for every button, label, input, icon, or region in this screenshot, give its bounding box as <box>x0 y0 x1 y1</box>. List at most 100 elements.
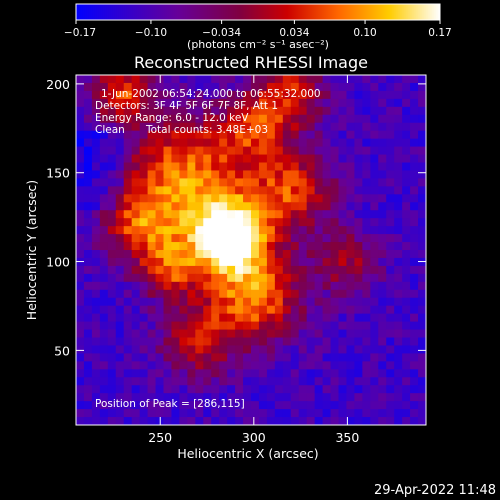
heatmap-cell <box>282 242 292 251</box>
heatmap-cell <box>266 154 276 164</box>
heatmap-cell <box>163 202 173 211</box>
heatmap-cell <box>76 154 85 164</box>
heatmap-cell <box>139 369 149 378</box>
heatmap-cell <box>298 417 308 425</box>
heatmap-cell <box>274 178 284 187</box>
heatmap-cell <box>131 98 141 108</box>
heatmap-cell <box>314 122 324 132</box>
heatmap-cell <box>147 337 157 347</box>
heatmap-cell <box>107 313 117 323</box>
heatmap-cell <box>394 353 403 362</box>
heatmap-cell <box>155 289 165 299</box>
heatmap-cell <box>314 194 324 203</box>
heatmap-cell <box>402 98 411 108</box>
heatmap-cell <box>107 297 117 307</box>
heatmap-cell <box>107 353 117 362</box>
annotation-time-range: 1-Jun-2002 06:54:24.000 to 06:55:32.000 <box>101 88 321 100</box>
heatmap-cell <box>370 194 379 203</box>
heatmap-cell <box>290 273 300 283</box>
heatmap-cell <box>306 297 316 307</box>
heatmap-cell <box>179 234 188 243</box>
heatmap-cell <box>402 242 411 251</box>
heatmap-cell <box>322 401 332 410</box>
heatmap-cell <box>346 98 355 108</box>
heatmap-cell <box>274 146 284 156</box>
heatmap-cell <box>274 122 284 132</box>
heatmap-cell <box>418 377 426 386</box>
heatmap-cell <box>330 321 340 331</box>
heatmap-cell <box>266 401 276 410</box>
heatmap-cell <box>139 337 149 347</box>
heatmap-cell <box>378 106 387 116</box>
heatmap-cell <box>258 289 268 299</box>
heatmap-cell <box>195 393 204 402</box>
heatmap-cell <box>147 218 157 227</box>
heatmap-cell <box>298 146 308 156</box>
heatmap-cell <box>394 106 403 116</box>
heatmap-cell <box>115 122 125 132</box>
heatmap-cell <box>211 234 220 243</box>
heatmap-cell <box>362 138 371 148</box>
heatmap-cell <box>322 90 332 100</box>
heatmap-cell <box>370 162 379 172</box>
heatmap-cell <box>203 146 212 156</box>
heatmap-cell <box>203 353 212 362</box>
heatmap-cell <box>394 250 403 259</box>
heatmap-cell <box>386 250 395 259</box>
heatmap-cell <box>282 186 292 195</box>
heatmap-cell <box>243 226 252 235</box>
heatmap-cell <box>243 98 252 108</box>
heatmap-cell <box>139 186 149 195</box>
heatmap-cell <box>266 186 276 195</box>
heatmap-cell <box>338 114 348 124</box>
heatmap-cell <box>306 234 316 243</box>
heatmap-cell <box>243 202 252 211</box>
heatmap-cell <box>322 417 332 425</box>
heatmap-cell <box>410 114 419 124</box>
heatmap-cell <box>378 186 387 195</box>
heatmap-cell <box>290 289 300 299</box>
heatmap-cell <box>370 75 379 84</box>
heatmap-cell <box>227 114 236 124</box>
heatmap-cell <box>139 257 149 267</box>
heatmap-cell <box>266 337 276 347</box>
heatmap-cell <box>386 313 395 323</box>
heatmap-cell <box>418 385 426 394</box>
heatmap-cell <box>99 289 109 299</box>
heatmap-cell <box>418 417 426 425</box>
heatmap-cell <box>219 305 228 315</box>
heatmap-cell <box>107 257 117 267</box>
heatmap-cell <box>115 265 125 275</box>
heatmap-cell <box>378 345 387 354</box>
heatmap-cell <box>402 226 411 235</box>
heatmap-cell <box>394 377 403 386</box>
heatmap-cell <box>322 234 332 243</box>
heatmap-cell <box>322 194 332 203</box>
heatmap-cell <box>258 194 268 203</box>
heatmap-cell <box>115 98 125 108</box>
heatmap-cell <box>195 226 204 235</box>
heatmap-cell <box>402 401 411 410</box>
heatmap-cell <box>91 218 101 227</box>
heatmap-cell <box>290 377 300 386</box>
heatmap-cell <box>139 98 149 108</box>
heatmap-cell <box>235 369 244 378</box>
heatmap-cell <box>131 417 141 425</box>
heatmap-cell <box>378 289 387 299</box>
heatmap-cell <box>338 90 348 100</box>
heatmap-cell <box>394 321 403 331</box>
heatmap-cell <box>322 273 332 283</box>
heatmap-cell <box>243 273 252 283</box>
heatmap-cell <box>386 226 395 235</box>
heatmap-cell <box>282 289 292 299</box>
heatmap-cell <box>179 178 188 187</box>
heatmap-cell <box>386 257 395 267</box>
heatmap-cell <box>211 385 220 394</box>
heatmap-cell <box>330 202 340 211</box>
heatmap-cell <box>402 90 411 100</box>
heatmap-cell <box>274 234 284 243</box>
heatmap-cell <box>258 162 268 172</box>
heatmap-cell <box>418 122 426 132</box>
heatmap-cell <box>179 154 188 164</box>
heatmap-cell <box>266 345 276 354</box>
